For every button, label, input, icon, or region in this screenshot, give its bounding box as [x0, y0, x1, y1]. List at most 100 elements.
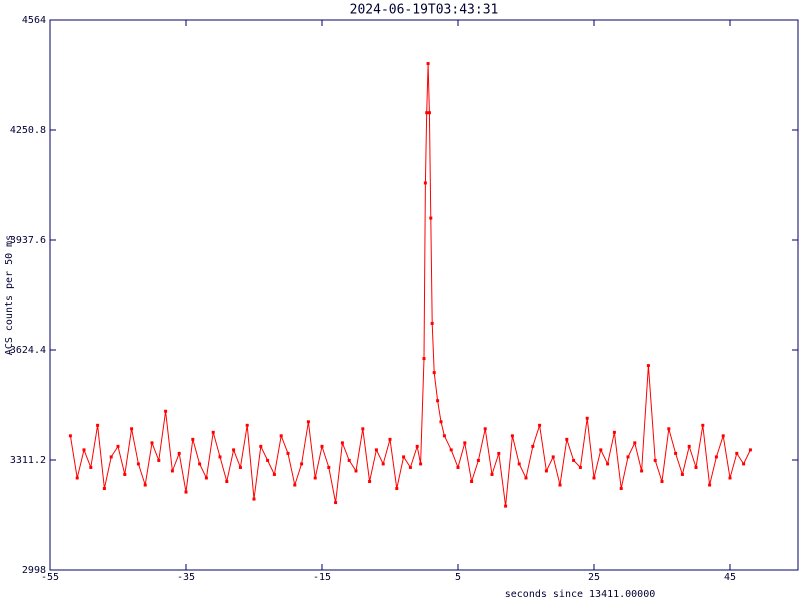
- data-point: [361, 427, 365, 431]
- data-point: [68, 434, 72, 438]
- data-point: [286, 451, 290, 455]
- data-point: [232, 448, 236, 452]
- data-point: [667, 427, 671, 431]
- data-point: [436, 399, 440, 403]
- data-point: [565, 437, 569, 441]
- data-point: [427, 111, 431, 115]
- data-point: [381, 462, 385, 466]
- data-line: [69, 63, 751, 507]
- data-point: [714, 455, 718, 459]
- data-point: [368, 479, 372, 483]
- data-point: [653, 458, 657, 462]
- data-point: [483, 427, 487, 431]
- data-point: [640, 469, 644, 473]
- data-point: [184, 490, 188, 494]
- data-point: [544, 469, 548, 473]
- data-point: [279, 434, 283, 438]
- data-point: [429, 216, 433, 220]
- data-point: [735, 451, 739, 455]
- x-tick-label: 45: [724, 572, 736, 583]
- data-point: [395, 487, 399, 491]
- data-point: [558, 483, 562, 487]
- data-point: [606, 462, 610, 466]
- data-point: [538, 423, 542, 427]
- data-point: [426, 62, 430, 66]
- x-tick-label: 25: [588, 572, 600, 583]
- data-point: [449, 448, 453, 452]
- data-point: [116, 444, 120, 448]
- data-point: [572, 458, 576, 462]
- x-tick-label: -15: [313, 572, 331, 583]
- data-point: [463, 441, 467, 445]
- data-point: [415, 444, 419, 448]
- data-point: [123, 472, 127, 476]
- data-point: [585, 416, 589, 420]
- data-point: [531, 444, 535, 448]
- data-point: [238, 465, 242, 469]
- data-point: [578, 465, 582, 469]
- data-point: [300, 462, 304, 466]
- data-point: [198, 462, 202, 466]
- data-point: [89, 465, 93, 469]
- data-point: [177, 451, 181, 455]
- data-point: [218, 455, 222, 459]
- data-point: [272, 472, 276, 476]
- data-point: [748, 448, 752, 452]
- data-point: [320, 444, 324, 448]
- data-point: [633, 441, 637, 445]
- y-tick-label: 2998: [22, 565, 46, 576]
- data-point: [694, 465, 698, 469]
- data-point: [245, 423, 249, 427]
- data-point: [592, 476, 596, 480]
- data-point: [504, 504, 508, 508]
- y-tick-label: 3624.4: [10, 345, 46, 356]
- data-point: [313, 476, 317, 480]
- data-point: [211, 430, 215, 434]
- data-point: [423, 181, 427, 185]
- data-point: [646, 364, 650, 368]
- y-tick-label: 3937.6: [10, 235, 46, 246]
- data-point: [102, 487, 106, 491]
- x-tick-label: 5: [455, 572, 461, 583]
- data-point: [150, 441, 154, 445]
- data-point: [442, 434, 446, 438]
- data-point: [109, 455, 113, 459]
- x-axis-label: seconds since 13411.00000: [505, 589, 656, 600]
- data-point: [259, 444, 263, 448]
- data-point: [143, 483, 147, 487]
- data-point: [674, 451, 678, 455]
- data-point: [136, 462, 140, 466]
- data-point: [517, 462, 521, 466]
- x-tick-label: -35: [177, 572, 195, 583]
- data-point: [439, 420, 443, 424]
- data-point: [687, 444, 691, 448]
- data-point: [225, 479, 229, 483]
- data-point: [96, 423, 100, 427]
- data-point: [425, 111, 429, 115]
- data-point: [742, 462, 746, 466]
- data-point: [306, 420, 310, 424]
- data-point: [347, 458, 351, 462]
- data-point: [340, 441, 344, 445]
- data-point: [551, 455, 555, 459]
- data-point: [388, 437, 392, 441]
- data-point: [422, 357, 426, 361]
- data-point: [470, 479, 474, 483]
- data-point: [130, 427, 134, 431]
- data-point: [402, 455, 406, 459]
- chart-title: 2024-06-19T03:43:31: [350, 3, 499, 18]
- data-point: [82, 448, 86, 452]
- data-point: [164, 409, 168, 413]
- data-point: [419, 462, 423, 466]
- data-point: [354, 469, 358, 473]
- data-point: [728, 476, 732, 480]
- data-point: [293, 483, 297, 487]
- data-point: [721, 434, 725, 438]
- data-point: [599, 448, 603, 452]
- data-point: [626, 455, 630, 459]
- data-point: [510, 434, 514, 438]
- data-point: [374, 448, 378, 452]
- data-point: [612, 430, 616, 434]
- data-point: [157, 458, 161, 462]
- data-point: [266, 458, 270, 462]
